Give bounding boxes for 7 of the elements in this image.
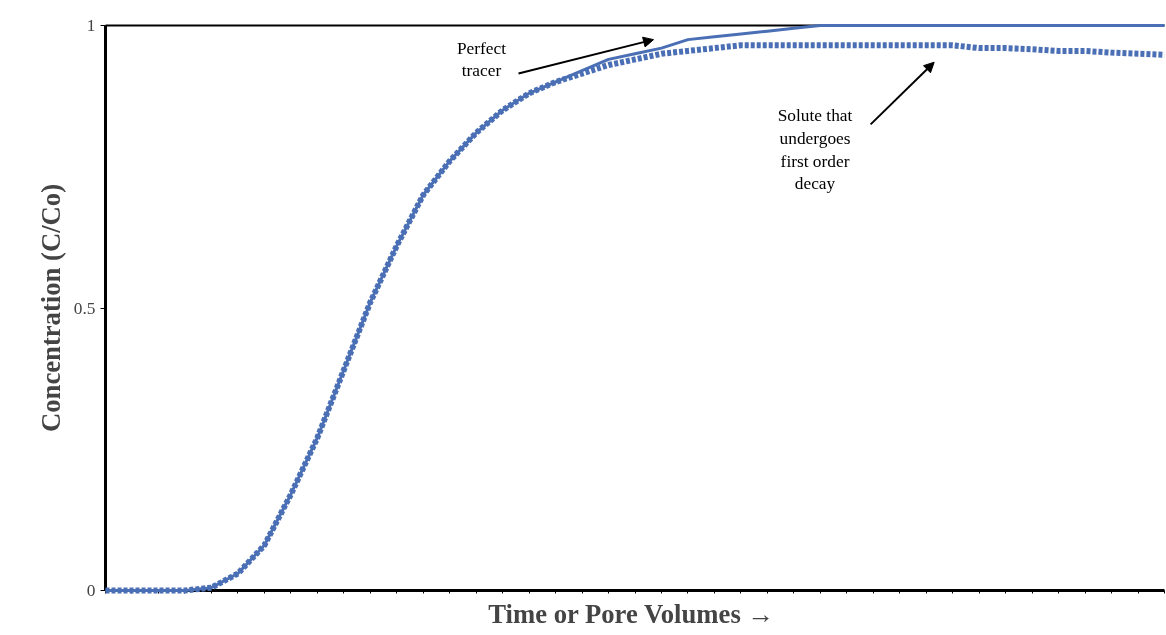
y-tick-label: 1 (86, 16, 96, 35)
y-tick-label: 0 (86, 581, 96, 600)
y-tick-label: 0.5 (73, 298, 96, 318)
annotation: Perfect tracer (456, 38, 507, 81)
y-axis-title: Concentration (C/Co) (35, 183, 66, 433)
x-axis-title: Time or Pore Volumes → (488, 598, 775, 629)
annotation: Solute that undergoes first order decay (777, 106, 853, 194)
